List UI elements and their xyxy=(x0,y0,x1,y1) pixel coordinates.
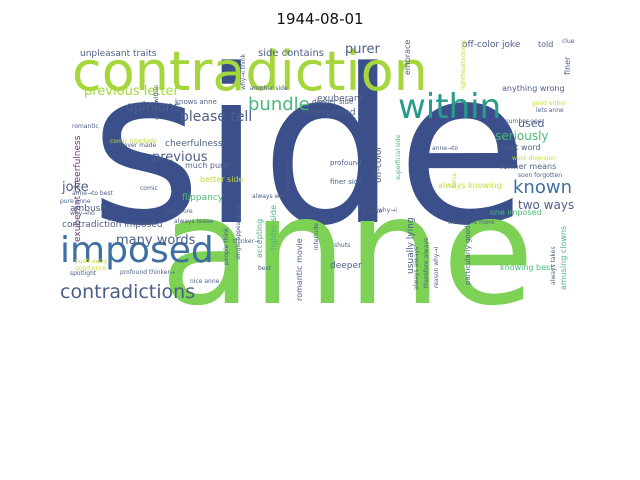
word-contradiction: contradiction xyxy=(72,40,428,103)
word-another-side: another side xyxy=(250,85,288,92)
word-embrace: embrace xyxy=(403,40,412,75)
word-anything-wrong: anything wrong xyxy=(502,84,565,93)
word-side: side xyxy=(90,24,528,273)
word-one-imposed: one imposed xyxy=(490,208,542,217)
word-superficial-side: superficial side xyxy=(395,135,402,180)
word-bundle: bundle xyxy=(248,94,310,115)
word-particularly-good: particularly good xyxy=(464,226,472,285)
word-cheerfulness: cheerfulness xyxy=(165,139,223,149)
word-unpleasant-traits: unpleasant traits xyxy=(80,49,157,59)
word-joke: joke xyxy=(61,180,89,195)
word-ambush: ambush xyxy=(70,204,106,214)
word-usually-lying: usually lying xyxy=(406,217,416,274)
word-good-either: good either xyxy=(532,100,567,107)
word-lightheartedness: lightheartedness xyxy=(460,39,467,90)
word-best: best xyxy=(258,265,272,272)
word-lighter-side: lighter side xyxy=(269,205,278,250)
word-finer: finer xyxy=(563,56,572,75)
word-former-means: former means xyxy=(500,162,556,171)
word-known: known xyxy=(513,177,572,198)
word-always-tease: always tease xyxy=(174,218,213,225)
word-much-purer: much purer xyxy=(185,161,232,170)
word-push-away: push away xyxy=(75,258,108,265)
word-lets-anne: lets anne xyxy=(536,107,564,114)
word-why-i: why→i xyxy=(378,207,397,214)
word-diversion: diversion xyxy=(285,162,292,190)
word-off-color: off-color xyxy=(374,146,384,183)
word-contradiction-imposed: contradiction imposed xyxy=(62,220,163,230)
word-soon-forgotten: soon forgotten xyxy=(518,172,562,179)
word-why-i-think: why→i think xyxy=(240,54,247,90)
word-shuts: shuts xyxy=(334,242,350,249)
word-deeper-side: deeper side xyxy=(312,98,353,106)
chart-title: 1944-08-01 xyxy=(276,10,364,28)
word-knowing-best: knowing best xyxy=(500,263,553,272)
word-side-contains: side contains xyxy=(258,48,324,59)
word-comic: comic xyxy=(140,185,158,192)
word-always-win: always win xyxy=(252,193,285,200)
word-anne-within: anne within xyxy=(153,85,160,120)
word-amuse: amuse xyxy=(362,208,382,215)
word-clue: clue xyxy=(562,38,575,45)
word-within: within xyxy=(398,87,501,127)
word-imposed: imposed xyxy=(60,230,214,271)
word-last-word: last word xyxy=(504,143,541,152)
word-knows-anne: knows anne xyxy=(175,98,217,106)
word-flippancy: flippancy xyxy=(182,193,224,203)
word-anne-to: anne→to xyxy=(432,145,458,152)
word-comic-interlude: comic interlude xyxy=(110,138,157,145)
word-reason-why-i: reason why→i xyxy=(433,247,440,288)
word-people-think: people think xyxy=(223,227,230,265)
word-purer: purer xyxy=(345,42,381,57)
word-force: force xyxy=(451,173,458,188)
word-off-color-joke: off-color joke xyxy=(462,40,521,50)
word-therefore-always: therefore always xyxy=(423,238,430,288)
word-spotlight: spotlight xyxy=(70,270,97,277)
word-exuberant-cheerfulness: exuberant cheerfulness xyxy=(73,135,83,242)
word-told: told xyxy=(538,40,553,49)
word-never-made: never made xyxy=(120,142,156,149)
word-romantic: romantic xyxy=(72,123,99,130)
word-previous-letter: previous letter xyxy=(84,84,180,99)
word-two-ways: two ways xyxy=(518,198,574,212)
word-seriously: seriously xyxy=(495,129,549,143)
word-good-once: good once xyxy=(75,265,107,272)
word-always-takes: always takes xyxy=(550,246,557,285)
word-number-one: number one xyxy=(505,118,542,125)
word-deeper: deeper xyxy=(330,261,362,271)
word-anne: anne xyxy=(160,165,534,339)
word-exuberant: exuberant xyxy=(317,94,364,104)
word-opinions: opinions xyxy=(126,100,181,115)
word-better-side: better side xyxy=(200,175,243,184)
word-romantic-movie: romantic movie xyxy=(295,238,304,301)
word-therefore: therefore xyxy=(165,208,193,215)
word-interpreted: interpreted xyxy=(305,108,356,118)
word-accepting: accepting xyxy=(255,219,264,258)
word-why-no: why→no xyxy=(70,210,95,217)
word-interlude: interlude xyxy=(313,223,320,250)
word-used: used xyxy=(518,117,544,130)
word-anne-to-best: anne→to best xyxy=(72,190,114,197)
word-pure-anne: pure anne xyxy=(60,198,91,205)
word-amusing-clowns: amusing clowns xyxy=(559,226,568,290)
word-always-always: always always xyxy=(413,247,420,290)
word-thinker-s-mere: thinker→s mere xyxy=(448,219,495,226)
word-were-diversion: were diversion xyxy=(512,155,556,162)
word-finer-side: finer side xyxy=(330,178,363,186)
word-please-tell: please tell xyxy=(180,109,252,125)
word-contradictions: contradictions xyxy=(60,281,195,303)
word-single-appearance: single appearance xyxy=(235,204,242,260)
word-always-knowing: always knowing xyxy=(438,181,502,190)
word-nice-anne: nice anne xyxy=(190,278,220,285)
word-many-words: many words xyxy=(116,233,196,248)
word-thinker-: thinker→ xyxy=(233,238,259,245)
word-profound: profound xyxy=(330,159,362,167)
word-previous: previous xyxy=(152,150,208,165)
word-profound-thinker-: profound thinker→ xyxy=(120,269,175,276)
